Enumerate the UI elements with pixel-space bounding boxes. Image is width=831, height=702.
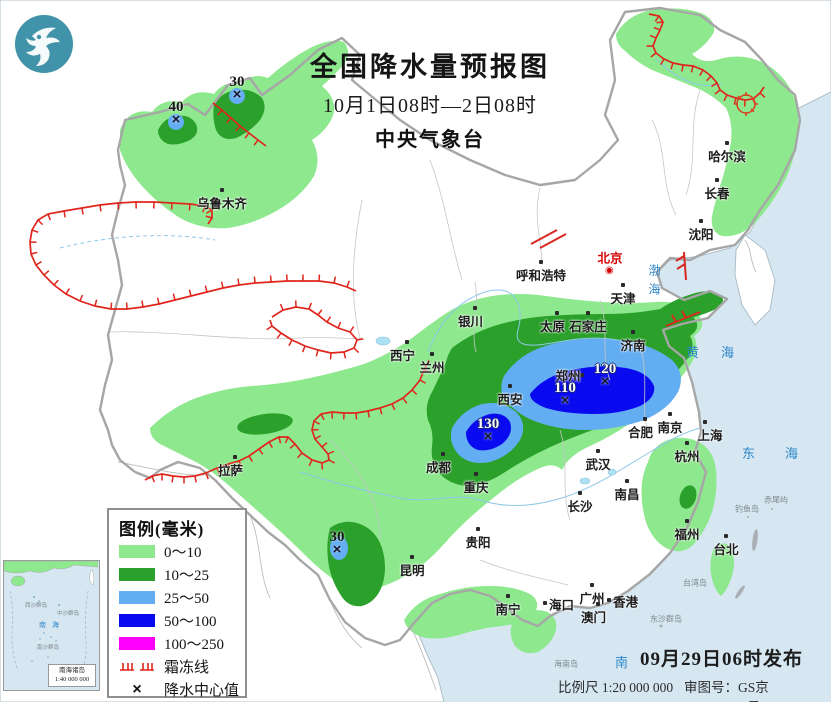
city-dot [621,283,625,287]
city-dot [590,583,594,587]
precip-area-50-100 [466,366,655,451]
small-islands [659,508,773,628]
city-dot [643,417,647,421]
sea-label-donghai: 东海 [742,446,829,461]
legend-swatch-100-250 [119,637,155,650]
city-dot [724,534,728,538]
city-dot [685,441,689,445]
city-dot [543,601,547,605]
cma-logo-icon [15,15,73,73]
city-dot [508,384,512,388]
city-dot [555,311,559,315]
city-dot [474,472,478,476]
city-dot [506,594,510,598]
legend-row-10-25: 10～25 [119,563,245,586]
legend-row-frost-line: 霜冻线 [119,655,245,678]
island-label-chiweiyu: 赤尾屿 [764,495,788,505]
sea-label-bohai: 渤海 [647,264,661,302]
legend-row-precip-center: × 降水中心值 [119,678,245,701]
legend-row-50-100: 50～100 [119,609,245,632]
legend-swatch-10-25 [119,568,155,581]
inset-label-nansha: 南沙群岛 [36,645,60,651]
precip-cross-icon: × [232,85,242,103]
city-dot [596,449,600,453]
frost-line-icon [120,662,154,671]
legend-swatch-0-10 [119,545,155,558]
precip-cross-icon: × [600,372,610,390]
release-time: 09月29日06时发布 [640,649,804,670]
city-dot [476,527,480,531]
city-dot [668,412,672,416]
city-dot [580,373,584,377]
city-dot [430,352,434,356]
map-title: 全国降水量预报图 [310,52,550,82]
cross-icon: × [132,680,142,698]
sea-label-nanhai: 南 [615,655,629,670]
city-dot [685,519,689,523]
map-scale: 比例尺 1:20 000 000 [558,680,674,695]
city-dot [441,452,445,456]
capital-marker-icon: ◉ [605,265,614,276]
frost-lines [29,13,766,484]
forecast-period: 10月1日08时—2日08时 [323,95,537,118]
legend-row-100-250: 100～250 [119,632,245,655]
city-dot [699,219,703,223]
island-label-dongsha: 东沙群岛 [650,614,682,624]
city-dot [631,330,635,334]
agency-name: 中央气象台 [375,129,485,152]
legend-swatch-25-50 [119,591,155,604]
inset-caption: 南海诸岛 1:40 000 000 [48,663,96,687]
precip-cross-icon: × [332,540,342,558]
precip-cross-icon: × [171,110,181,128]
city-dot [607,598,611,602]
wind-barb-marks [530,229,701,327]
precip-cross-icon: × [560,391,570,409]
city-dot [625,479,629,483]
inset-sea-label-nanhai: 南海 [39,621,65,629]
city-dot [725,141,729,145]
approval-number: 审图号：GS京(2024)0236号 [684,680,769,702]
precip-cross-icon: × [483,427,493,445]
legend-swatch-50-100 [119,614,155,627]
city-dot [405,340,409,344]
city-dot [410,555,414,559]
title-block: 全国降水量预报图 10月1日08时—2日08时 中央气象台 [250,52,610,152]
city-dot [596,602,600,606]
city-dot [703,420,707,424]
legend-row-0-10: 0～10 [119,540,245,563]
island-label-diaoyudao: 钓鱼岛 [735,504,759,514]
island-label-hainandao: 海南岛 [554,659,578,669]
city-dot [233,455,237,459]
city-dot [539,260,543,264]
inset-label-xisha: 西沙群岛 [24,603,48,609]
city-dot [715,178,719,182]
south-china-sea-inset: 西沙群岛 中沙群岛 南沙群岛 南海 南海诸岛 1:40 000 000 [3,560,100,691]
legend-box: 图例(毫米) 0～10 10～25 25～50 50～100 100～250 霜… [107,508,247,701]
korea-peninsula [734,234,776,326]
island-label-taiwan: 台湾岛 [683,578,707,588]
legend-title: 图例(毫米) [119,520,205,539]
legend-row-25-50: 25～50 [119,586,245,609]
inset-map-graphic [4,561,98,680]
lakes [375,336,617,485]
inset-label-zhongsha: 中沙群岛 [56,611,80,617]
sea-label-huanghai: 黄海 [686,345,757,360]
red-circle-symbol [734,92,758,116]
city-dot [586,311,590,315]
city-dot [578,491,582,495]
city-dot [473,306,477,310]
city-dot [220,188,224,192]
